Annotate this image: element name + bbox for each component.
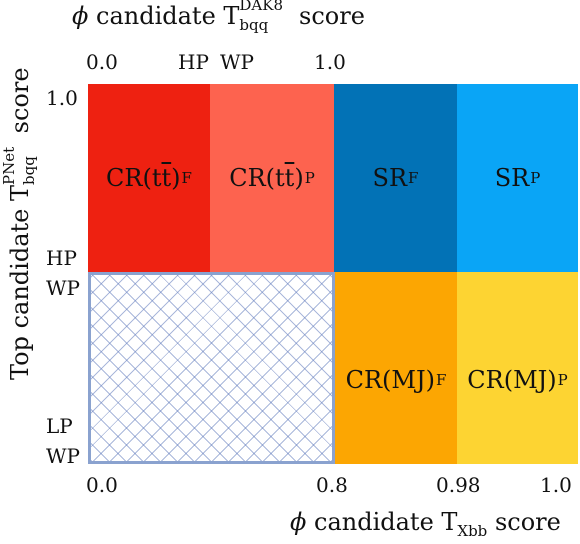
bottom-axis-title-post: score xyxy=(494,508,561,536)
bottom-axis-title-sub: Xbb xyxy=(457,521,488,540)
top-axis-title-post: score xyxy=(299,2,365,30)
left-tick-lp: LP xyxy=(46,414,73,438)
region-cr-mj-pass: CR(MJ) P xyxy=(457,272,578,464)
top-tick-1: 1.0 xyxy=(314,50,346,74)
hatched-unused-region xyxy=(88,272,335,464)
top-axis-title-text: candidate T xyxy=(96,2,240,30)
top-tick-0: 0.0 xyxy=(86,50,118,74)
phi-symbol: ϕ xyxy=(72,2,89,30)
left-axis-title-sup: PNet xyxy=(0,146,18,185)
region-cr-mj-fail: CR(MJ) F xyxy=(335,272,457,464)
left-axis-title: Top candidate T PNet bqq score xyxy=(0,67,38,380)
bottom-tick-0: 0.0 xyxy=(86,473,118,497)
left-axis-title-sub: bqq xyxy=(20,156,38,185)
region-cr-ttbar-pass: CR(t t) P xyxy=(210,84,334,272)
left-axis-title-text: Top candidate T xyxy=(6,185,34,380)
left-axis-title-post: score xyxy=(6,67,34,134)
left-tick-wp-low: WP xyxy=(46,444,81,468)
region-cr-ttbar-fail: CR(t t) F xyxy=(88,84,210,272)
region-sr-pass: SR P xyxy=(457,84,578,272)
top-axis-title-sub: bqq xyxy=(239,16,269,34)
phi-symbol-bottom: ϕ xyxy=(290,508,307,536)
left-tick-wp-high: WP xyxy=(46,276,81,300)
left-tick-1: 1.0 xyxy=(46,86,78,110)
top-axis-title-sup: DAK8 xyxy=(239,0,284,14)
left-tick-hp: HP xyxy=(46,246,77,270)
bottom-tick-1: 1.0 xyxy=(540,473,572,497)
bottom-axis-title: ϕ candidate TXbb score xyxy=(290,508,561,540)
top-tick-hp: HP xyxy=(178,50,209,74)
top-tick-wp: WP xyxy=(220,50,255,74)
bottom-tick-08: 0.8 xyxy=(316,473,348,497)
bottom-tick-098: 0.98 xyxy=(436,473,481,497)
bottom-axis-title-text: candidate T xyxy=(314,508,458,536)
top-axis-title: ϕ candidate T DAK8 bqq score xyxy=(72,0,365,34)
region-sr-fail: SR F xyxy=(334,84,457,272)
